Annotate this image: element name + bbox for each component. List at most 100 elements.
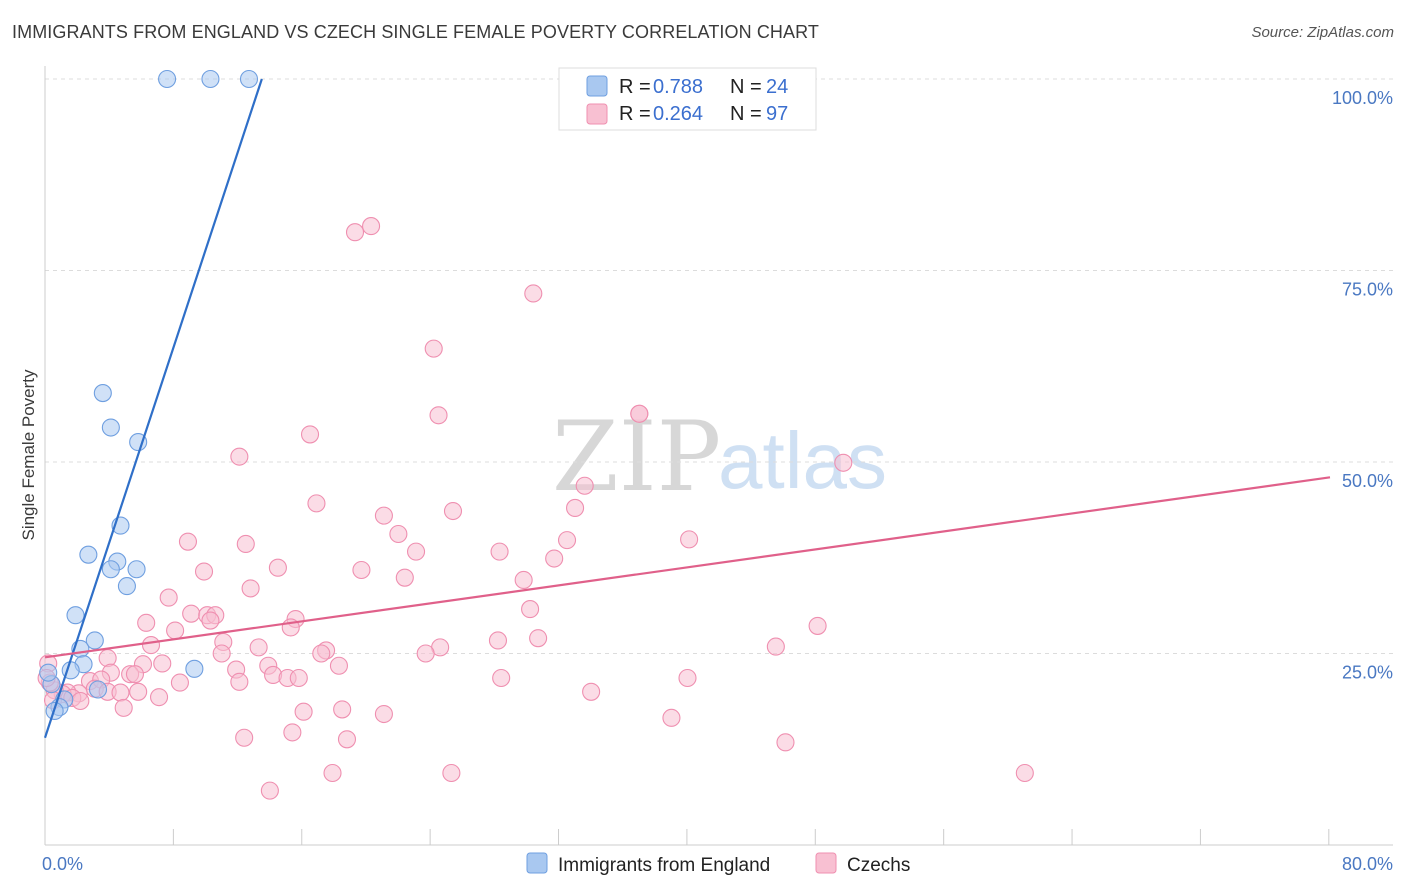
point-england-3: [93, 384, 112, 403]
trend-line-czechs: [44, 476, 1331, 659]
point-czechs-18: [178, 532, 198, 551]
point-czechs-35: [201, 611, 220, 630]
watermark-atlas: atlas: [718, 416, 887, 505]
point-czechs-17: [557, 531, 577, 550]
point-czechs-28: [241, 579, 260, 598]
bottom-legend-swatch-czechs: [815, 852, 837, 874]
point-czechs-64: [289, 668, 308, 688]
point-england-7: [79, 545, 98, 564]
point-czechs-66: [170, 673, 189, 692]
point-england-12: [66, 606, 85, 625]
point-czechs-3: [424, 339, 443, 358]
point-czechs-12: [443, 501, 463, 521]
point-czechs-65: [230, 672, 249, 691]
correlation-legend: R = 0.788 N = 24 R = 0.264 N = 97: [558, 67, 817, 131]
point-czechs-87: [662, 708, 681, 727]
point-czechs-59: [125, 665, 144, 684]
point-czechs-11: [307, 494, 326, 513]
point-czechs-92: [323, 763, 342, 783]
point-czechs-19: [236, 534, 255, 554]
point-england-5: [129, 433, 148, 452]
chart-title: IMMIGRANTS FROM ENGLAND VS CZECH SINGLE …: [12, 22, 819, 42]
point-czechs-85: [333, 700, 352, 719]
point-czechs-78: [111, 683, 130, 702]
point-czechs-83: [114, 698, 133, 717]
point-england-1: [201, 69, 220, 89]
point-czechs-52: [153, 654, 172, 673]
y-tick-label-1: 50.0%: [1342, 471, 1393, 491]
y-axis-label: Single Female Poverty: [19, 369, 38, 541]
legend-n-label-england: N =: [730, 76, 762, 98]
point-czechs-7: [300, 425, 320, 444]
point-england-0: [158, 69, 177, 89]
point-czechs-36: [137, 613, 156, 632]
point-czechs-27: [514, 570, 533, 590]
y-tick-label-2: 75.0%: [1342, 280, 1393, 300]
point-czechs-68: [678, 668, 697, 688]
point-czechs-9: [230, 447, 249, 466]
point-czechs-25: [194, 562, 214, 581]
legend-swatch-england: [586, 75, 608, 97]
point-england-4: [101, 418, 120, 437]
point-czechs-94: [1015, 763, 1034, 783]
point-czechs-48: [416, 644, 435, 663]
bottom-legend-swatch-england: [526, 852, 548, 874]
point-czechs-49: [312, 644, 331, 663]
trend-line-england: [43, 78, 263, 739]
point-czechs-30: [521, 600, 540, 619]
point-england-9: [101, 560, 120, 579]
axes: [44, 66, 1393, 846]
bottom-legend-label-czechs: Czechs: [847, 855, 910, 876]
point-england-11: [117, 577, 136, 596]
point-czechs-31: [182, 604, 201, 623]
point-czechs-26: [395, 568, 414, 587]
x-tick-label-0: 0.0%: [42, 854, 83, 874]
x-tick-label-1: 80.0%: [1342, 854, 1393, 874]
point-czechs-5: [630, 404, 649, 423]
point-czechs-43: [141, 636, 161, 655]
point-czechs-39: [808, 616, 827, 635]
point-czechs-22: [545, 549, 564, 568]
point-czechs-89: [283, 723, 302, 742]
point-czechs-81: [71, 691, 90, 711]
point-czechs-16: [680, 530, 699, 549]
legend-r-value-czechs: 0.264: [653, 103, 703, 125]
legend-n-value-england: 24: [766, 76, 788, 98]
point-czechs-13: [374, 506, 393, 525]
legend-r-label-england: R =: [619, 76, 651, 98]
point-czechs-41: [488, 631, 508, 650]
point-england-18: [88, 680, 108, 699]
point-czechs-24: [352, 560, 371, 580]
x-tick-labels: 0.0% 80.0%: [42, 854, 1393, 874]
point-czechs-21: [490, 542, 509, 561]
point-czechs-93: [442, 763, 461, 783]
point-czechs-0: [362, 217, 381, 236]
point-czechs-6: [429, 406, 448, 425]
point-czechs-20: [406, 542, 426, 561]
point-england-17: [185, 659, 204, 678]
point-czechs-54: [329, 656, 348, 675]
y-tick-label-0: 25.0%: [1342, 663, 1393, 683]
point-england-2: [239, 69, 259, 89]
legend-n-value-czechs: 97: [766, 103, 788, 125]
legend-r-label-czechs: R =: [619, 103, 651, 125]
point-czechs-46: [766, 637, 785, 656]
point-czechs-15: [389, 524, 408, 544]
point-czechs-8: [834, 453, 853, 472]
legend-r-value-england: 0.788: [653, 76, 703, 98]
y-tick-labels: 25.0% 50.0% 75.0% 100.0%: [1332, 88, 1393, 683]
point-czechs-71: [129, 682, 148, 701]
series-legend: Immigrants from England Czechs: [526, 852, 910, 876]
point-czechs-10: [575, 476, 594, 495]
point-czechs-14: [566, 498, 585, 518]
scatter-points: [37, 69, 1034, 800]
bottom-legend-label-england: Immigrants from England: [558, 855, 770, 876]
point-czechs-84: [294, 702, 313, 721]
gridlines: [45, 78, 1393, 654]
point-czechs-40: [529, 629, 548, 648]
point-czechs-91: [776, 733, 795, 752]
point-czechs-82: [149, 688, 169, 707]
point-czechs-23: [268, 558, 287, 577]
point-czechs-50: [212, 644, 231, 663]
